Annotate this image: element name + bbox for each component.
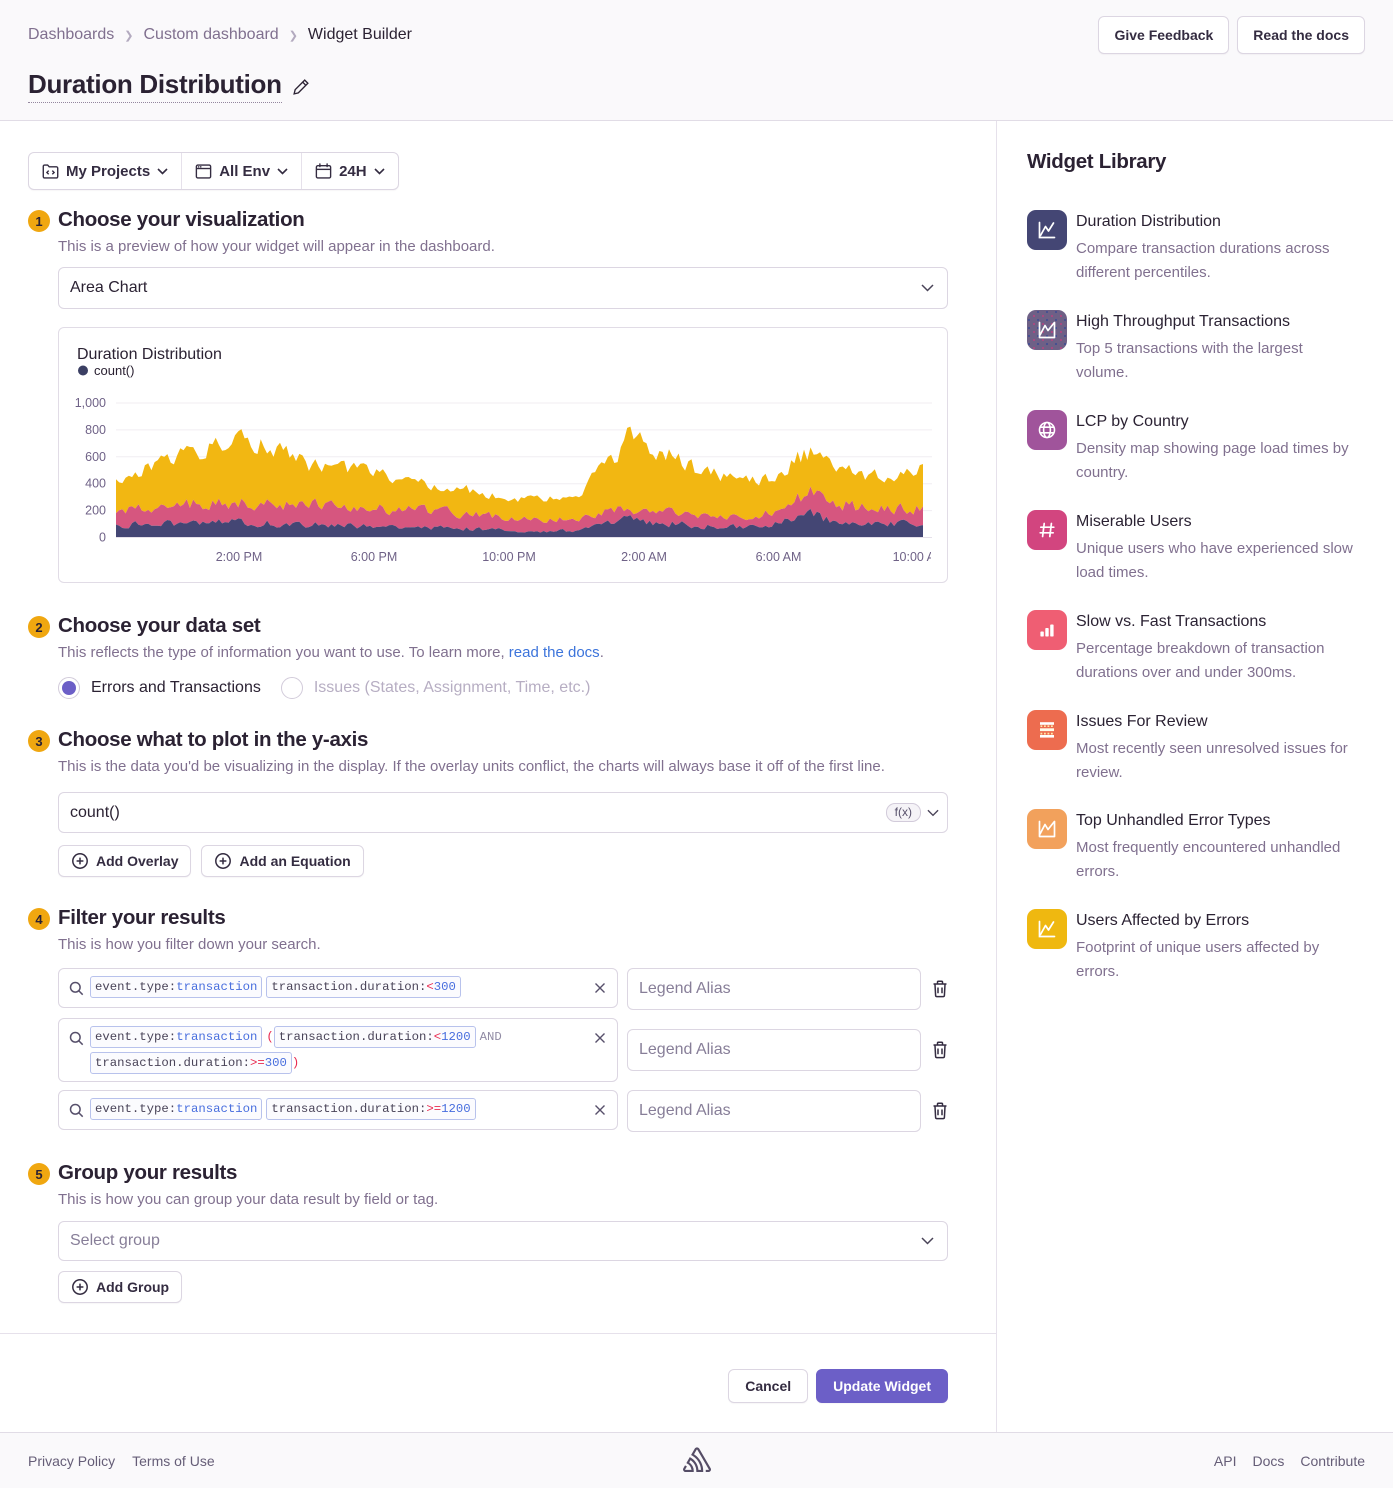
svg-text:400: 400 bbox=[85, 477, 106, 491]
svg-text:1,000: 1,000 bbox=[75, 396, 106, 410]
svg-text:10:00 PM: 10:00 PM bbox=[482, 550, 536, 564]
svg-text:6:00 AM: 6:00 AM bbox=[756, 550, 802, 564]
svg-text:600: 600 bbox=[85, 450, 106, 464]
svg-text:800: 800 bbox=[85, 423, 106, 437]
svg-text:10:00 AM: 10:00 AM bbox=[893, 550, 946, 564]
svg-text:6:00 PM: 6:00 PM bbox=[351, 550, 398, 564]
svg-text:0: 0 bbox=[99, 531, 106, 545]
svg-text:200: 200 bbox=[85, 504, 106, 518]
svg-text:count(): count() bbox=[94, 363, 134, 378]
svg-text:2:00 PM: 2:00 PM bbox=[216, 550, 263, 564]
svg-text:2:00 AM: 2:00 AM bbox=[621, 550, 667, 564]
svg-text:Duration Distribution: Duration Distribution bbox=[77, 346, 222, 363]
